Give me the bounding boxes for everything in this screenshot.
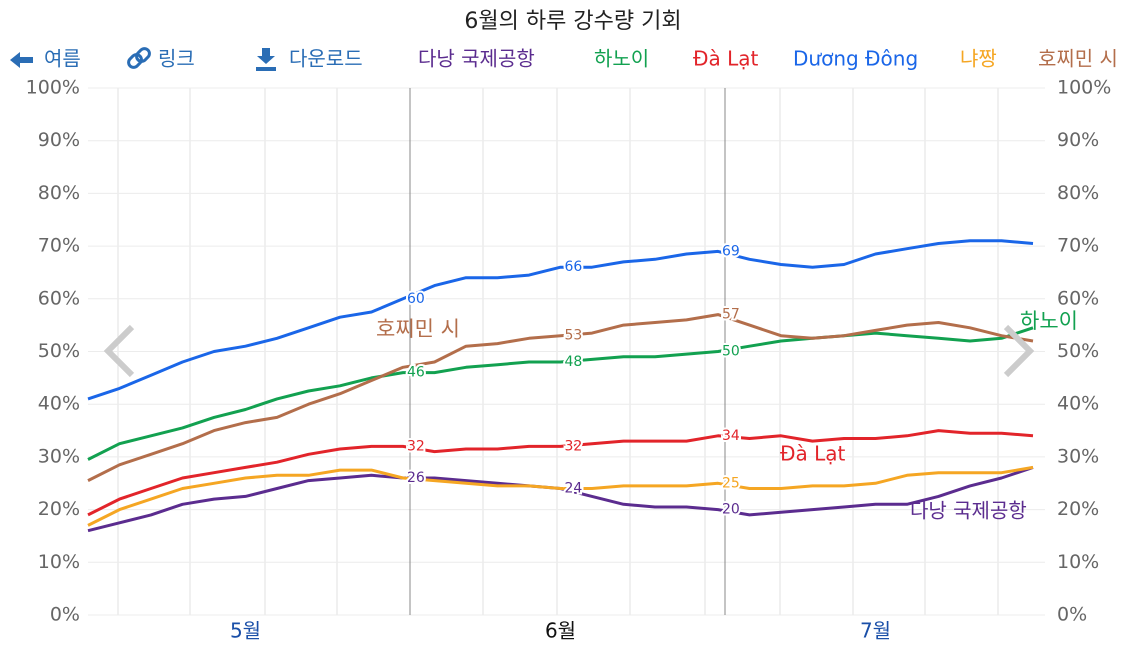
data-label: 57 (722, 307, 740, 323)
legend-entry[interactable]: 다낭 국제공항 (418, 47, 535, 71)
y-tick-label: 60% (38, 287, 80, 309)
series-line (87, 326, 1034, 461)
data-label: 32 (565, 438, 583, 454)
chart-title: 6월의 하루 강수량 기회 (464, 9, 681, 34)
series-annotation: Đà Lạt (780, 442, 846, 466)
y2-tick-label: 100% (1057, 77, 1111, 99)
data-label: 32 (407, 438, 425, 454)
link-button[interactable]: 링크 (158, 47, 195, 71)
y2-tick-label: 60% (1057, 287, 1099, 309)
y2-tick-label: 10% (1057, 551, 1099, 573)
legend-entry[interactable]: 냐짱 (960, 47, 997, 71)
series-annotation: 다낭 국제공항 (910, 499, 1027, 523)
legend-entry[interactable]: 하노이 (594, 47, 649, 71)
y2-tick-label: 50% (1057, 340, 1099, 362)
legend-entry[interactable]: 호찌민 시 (1038, 47, 1118, 71)
y2-tick-label: 30% (1057, 445, 1099, 467)
legend-entry[interactable]: Đà Lạt (693, 47, 759, 71)
y2-tick-label: 80% (1057, 182, 1099, 204)
toolbar: 여름 링크 다운로드 (10, 47, 363, 71)
prev-arrow[interactable] (103, 324, 135, 378)
y-tick-label: 70% (38, 235, 80, 257)
data-label: 25 (722, 475, 740, 491)
link-icon[interactable] (127, 47, 152, 70)
series-line (87, 465, 1034, 527)
data-label: 50 (722, 344, 740, 360)
y-tick-label: 100% (26, 77, 80, 99)
back-icon[interactable] (10, 52, 33, 68)
x-tick-label: 5월 (230, 619, 261, 643)
y-tick-label: 40% (38, 393, 80, 415)
data-label: 34 (722, 428, 740, 444)
y2-tick-label: 40% (1057, 393, 1099, 415)
x-tick-label: 6월 (545, 619, 576, 643)
data-label: 53 (565, 328, 583, 344)
y-tick-label: 0% (50, 604, 80, 626)
data-label: 26 (407, 470, 425, 486)
series-line (87, 429, 1034, 517)
y-tick-label: 10% (38, 551, 80, 573)
data-label: 60 (407, 291, 425, 307)
legend-entry[interactable]: Dương Đông (793, 47, 918, 71)
data-label: 46 (407, 365, 425, 381)
y-tick-label: 30% (38, 445, 80, 467)
data-label: 24 (565, 481, 583, 497)
next-arrow[interactable] (1003, 324, 1035, 378)
series-line (87, 313, 1034, 482)
data-label: 48 (565, 354, 583, 370)
y2-tick-label: 0% (1057, 604, 1087, 626)
download-icon[interactable] (256, 48, 276, 71)
series-line (87, 239, 1034, 401)
y-tick-label: 90% (38, 129, 80, 151)
y-tick-label: 50% (38, 340, 80, 362)
data-label: 69 (722, 243, 740, 259)
series-line (87, 465, 1034, 533)
series-annotation: 호찌민 시 (376, 317, 460, 341)
series-annotation: 하노이 (1020, 309, 1078, 333)
back-button[interactable]: 여름 (44, 47, 81, 71)
data-label: 20 (722, 502, 740, 518)
y2-tick-label: 90% (1057, 129, 1099, 151)
y-tick-label: 80% (38, 182, 80, 204)
y-tick-label: 20% (38, 498, 80, 520)
y2-tick-label: 20% (1057, 498, 1099, 520)
y2-tick-label: 70% (1057, 235, 1099, 257)
x-tick-label: 7월 (860, 619, 891, 643)
data-label: 66 (565, 259, 583, 275)
download-button[interactable]: 다운로드 (289, 47, 363, 71)
plot-area: 0% 0% 10% 10% 20% 20% 30% 30% 40% 40% 50% 50% 60% 60%… (26, 77, 1112, 643)
